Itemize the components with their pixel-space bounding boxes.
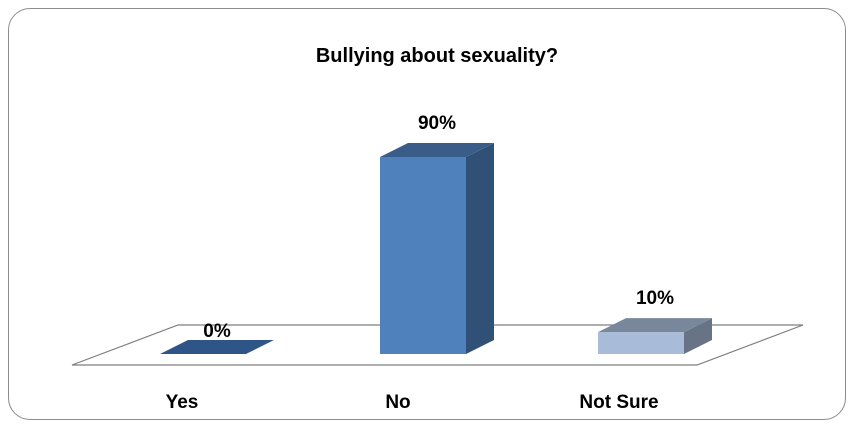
bar-no <box>380 143 494 354</box>
data-label: 90% <box>418 113 456 134</box>
x-tick-label: Yes <box>166 392 199 413</box>
bar-side <box>684 318 712 354</box>
bar-front <box>598 332 684 354</box>
x-tick-label: Not Sure <box>579 392 658 413</box>
data-label: 0% <box>203 321 231 342</box>
bar-front <box>380 157 466 354</box>
bar-not-sure <box>598 318 712 354</box>
bar-yes <box>160 340 274 354</box>
bar-top <box>380 143 494 157</box>
chart-title: Bullying about sexuality? <box>316 45 558 67</box>
bar-top <box>598 318 712 333</box>
bar-top <box>160 340 274 354</box>
data-label: 10% <box>636 288 674 309</box>
x-tick-label: No <box>385 392 410 413</box>
bar-side <box>466 143 494 354</box>
